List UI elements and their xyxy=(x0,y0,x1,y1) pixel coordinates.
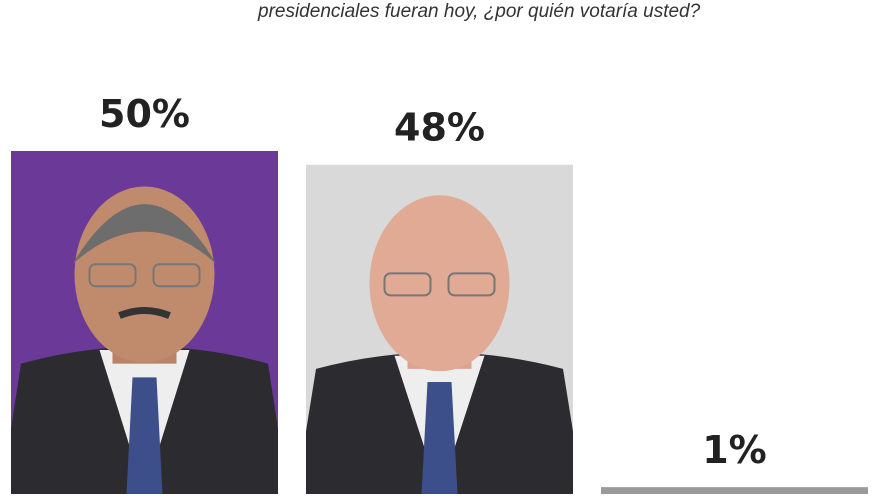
bar-group: 48% xyxy=(306,106,573,494)
bar-group: 1% xyxy=(601,428,868,494)
portrait-photo xyxy=(11,186,278,494)
portrait-photo xyxy=(306,195,573,494)
value-label: 48% xyxy=(394,106,485,150)
bar xyxy=(601,487,868,494)
value-label: 1% xyxy=(702,428,767,472)
chart-title: presidenciales fueran hoy, ¿por quién vo… xyxy=(258,1,701,22)
value-label: 50% xyxy=(99,92,190,136)
bar-group: 50% xyxy=(11,92,278,494)
